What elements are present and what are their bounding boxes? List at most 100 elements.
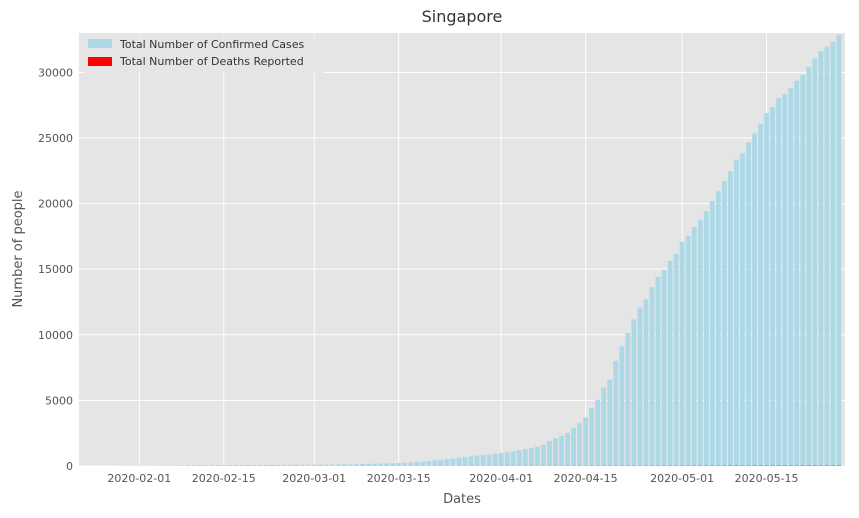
case-bar [475,455,480,466]
case-bar [288,465,293,466]
case-bar [668,261,673,466]
y-tick-label: 15000 [38,263,73,276]
case-bar [824,47,829,466]
case-bar [469,456,474,466]
case-bar [306,465,311,466]
case-bar [276,465,281,466]
y-tick-label: 0 [66,460,73,473]
case-bar [239,465,244,466]
case-bar [330,465,335,466]
case-bar [800,75,805,466]
case-bar [300,465,305,466]
case-bar [203,465,208,466]
case-bar [547,441,552,466]
case-bar [674,254,679,466]
case-bar [348,464,353,466]
case-bar [625,333,630,466]
x-tick-label: 2020-05-01 [650,472,714,485]
case-bar [680,242,685,466]
x-tick-label: 2020-03-15 [367,472,431,485]
case-bar [831,42,836,466]
case-bar [722,181,727,466]
y-axis-label: Number of people [11,190,26,307]
case-bar [318,465,323,466]
case-bar [463,457,468,466]
case-bar [812,58,817,466]
case-bar [529,448,534,466]
y-tick-label: 10000 [38,329,73,342]
case-bar [191,465,196,466]
x-tick-label: 2020-02-15 [192,472,256,485]
case-bar [414,462,419,466]
case-bar [770,107,775,466]
case-bar [487,454,492,466]
case-bar [360,464,365,466]
case-bar [535,447,540,466]
case-bar [402,463,407,466]
case-bar [716,191,721,466]
case-bar [776,98,781,466]
case-bar [559,436,564,466]
case-bar [619,346,624,466]
case-bar [583,417,588,466]
case-bar [758,124,763,466]
case-bar [493,454,498,466]
case-bar [270,465,275,466]
case-bar [631,319,636,466]
case-bar [837,35,842,466]
case-bar [342,464,347,466]
case-bar [233,465,238,466]
case-bar [432,460,437,466]
y-tick-label: 20000 [38,198,73,211]
case-bar [644,299,649,466]
x-tick-label: 2020-03-01 [282,472,346,485]
case-bar [372,464,377,466]
x-tick-label: 2020-04-15 [554,472,618,485]
case-bar [366,464,371,466]
case-bar [523,449,528,466]
case-bar [806,67,811,466]
case-bar [426,461,431,466]
case-bar [511,451,516,466]
case-bar [595,400,600,466]
case-bar [553,438,558,466]
case-bar [818,51,823,466]
case-bar [420,461,425,466]
case-bar [752,133,757,466]
legend: Total Number of Confirmed Cases Total Nu… [84,35,324,73]
case-bar [252,465,257,466]
case-bar [782,94,787,466]
case-bar [764,113,769,466]
case-bar [324,465,329,466]
x-tick-label: 2020-02-01 [107,472,171,485]
case-bar [601,387,606,466]
case-bar [185,465,190,466]
case-bar [577,423,582,466]
case-bar [499,453,504,466]
case-bar [607,380,612,466]
case-bar [282,465,287,466]
case-bar [215,465,220,466]
case-bar [794,81,799,466]
case-bar [451,459,456,466]
case-bar [258,465,263,466]
case-bar [354,464,359,466]
case-bar [788,88,793,466]
case-bar [245,465,250,466]
y-tick-label: 25000 [38,132,73,145]
legend-swatch-deaths [88,57,112,66]
case-bar [517,450,522,466]
case-bar [589,408,594,466]
case-bar [692,227,697,466]
x-tick-label: 2020-04-01 [469,472,533,485]
case-bar [638,308,643,466]
case-bar [571,428,576,466]
case-bar [704,211,709,466]
case-bar [656,277,661,466]
legend-swatch-cases [88,39,112,48]
case-bar [541,445,546,466]
legend-label-cases: Total Number of Confirmed Cases [119,38,304,51]
x-tick-label: 2020-05-15 [735,472,799,485]
